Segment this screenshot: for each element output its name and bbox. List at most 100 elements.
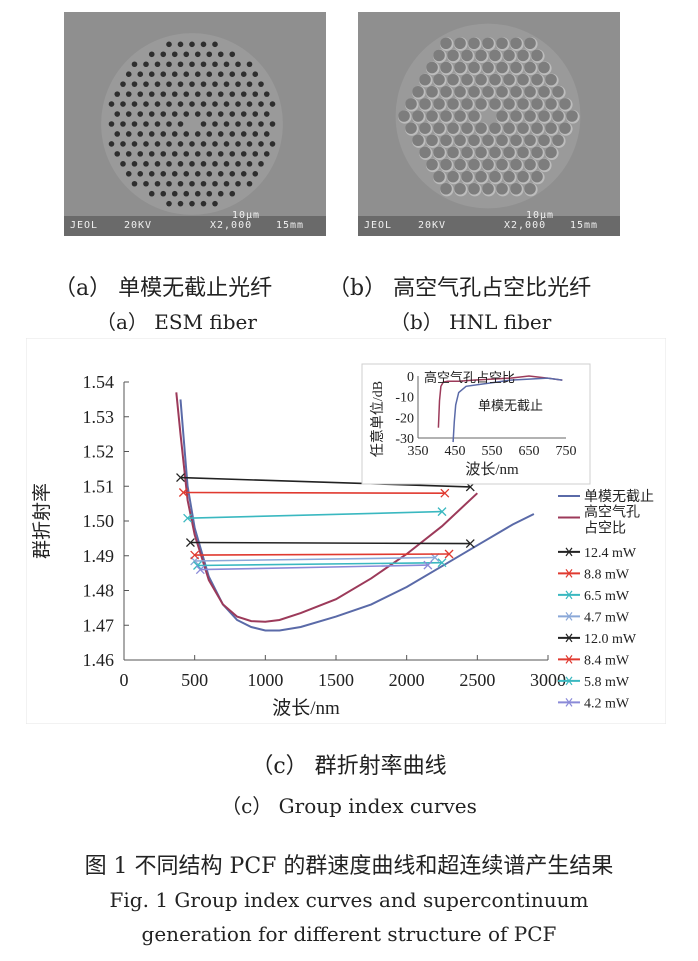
air-hole (223, 61, 230, 68)
sem-mag: X2,000 (210, 220, 253, 231)
series-marker (185, 538, 195, 548)
air-hole (552, 134, 564, 147)
legend-marker (565, 676, 573, 686)
air-hole (447, 98, 459, 110)
air-hole (524, 61, 536, 74)
legend-label: 12.4 mW (584, 546, 637, 561)
figure-title-en-line2: generation for different structure of PC… (141, 922, 557, 946)
air-hole (269, 101, 276, 107)
air-hole (426, 110, 438, 122)
air-hole (552, 110, 564, 122)
air-hole (412, 134, 424, 147)
air-hole (148, 151, 155, 157)
series-line (200, 564, 428, 571)
air-hole (538, 61, 550, 74)
inset-annotation: 高空气孔占空比 (424, 370, 515, 385)
air-hole (517, 146, 529, 159)
air-hole (177, 61, 184, 68)
air-hole (148, 131, 155, 137)
air-hole (545, 122, 557, 134)
inset-x-tick-label: 450 (445, 444, 466, 459)
air-hole (468, 182, 480, 195)
caption-c-cn: （c） 群折射率曲线 (251, 754, 447, 779)
air-hole (120, 121, 126, 127)
air-hole (461, 98, 473, 110)
air-hole (475, 122, 487, 134)
sem-image-hnl: JEOL 20KV 10μm X2,000 15mm (358, 12, 620, 236)
air-hole (468, 37, 480, 50)
air-hole (217, 91, 224, 97)
air-hole (171, 111, 178, 117)
sem-label: JEOL (364, 220, 393, 231)
x-axis-label: 波长/nm (272, 697, 340, 719)
air-hole (447, 122, 459, 134)
air-hole (538, 134, 550, 147)
air-hole (482, 182, 494, 195)
air-hole (503, 170, 515, 183)
air-hole (114, 111, 121, 117)
air-hole (212, 101, 218, 107)
series-marker (176, 473, 185, 483)
air-hole (160, 71, 167, 78)
air-hole (489, 49, 501, 62)
series-marker (193, 561, 202, 570)
air-hole (137, 91, 144, 97)
air-hole (217, 51, 224, 58)
x-tick-label: 2000 (389, 670, 425, 690)
air-hole (125, 131, 132, 137)
air-hole (166, 200, 172, 207)
air-hole (461, 170, 473, 183)
y-axis-label: 群折射率 (31, 483, 53, 559)
air-hole (212, 41, 218, 48)
air-hole (252, 170, 259, 177)
y-tick-label: 1.50 (83, 511, 115, 531)
air-hole (154, 101, 161, 107)
air-hole (524, 182, 536, 195)
y-tick-label: 1.46 (83, 650, 115, 670)
air-hole (189, 101, 195, 107)
inset-x-axis-label: 波长/nm (465, 461, 519, 478)
inset-y-tick-label: 0 (407, 370, 414, 385)
sem-image-esm: JEOL 20KV 10μm X2,000 15mm (64, 12, 326, 236)
air-hole (433, 122, 445, 134)
air-hole (447, 73, 459, 86)
air-hole (468, 134, 480, 147)
air-hole (217, 151, 224, 157)
air-hole (206, 111, 213, 117)
air-hole (468, 110, 480, 122)
series-line (197, 561, 443, 567)
y-tick-label: 1.53 (83, 407, 115, 427)
air-hole (524, 37, 536, 50)
air-hole (454, 110, 466, 122)
air-hole (440, 37, 452, 50)
air-hole (183, 170, 190, 177)
air-hole (440, 182, 452, 195)
air-hole (412, 85, 424, 98)
air-hole (189, 81, 195, 87)
air-hole (235, 180, 241, 187)
air-hole (246, 61, 253, 68)
air-hole (223, 101, 230, 107)
air-hole (120, 161, 126, 167)
air-hole (531, 73, 543, 86)
air-hole (200, 121, 207, 127)
air-hole (183, 111, 190, 117)
series-marker (437, 507, 447, 517)
air-hole (489, 73, 501, 86)
air-hole (189, 161, 195, 167)
air-hole (120, 101, 126, 107)
air-hole (183, 71, 190, 78)
air-hole (246, 161, 253, 167)
air-hole (206, 131, 213, 137)
air-hole (405, 122, 417, 134)
air-hole (137, 170, 144, 177)
air-hole (240, 111, 247, 117)
air-hole (538, 110, 550, 122)
air-hole (223, 180, 230, 187)
air-hole (263, 91, 270, 97)
air-hole (454, 158, 466, 171)
air-hole (246, 180, 253, 187)
air-hole (200, 81, 207, 87)
air-hole (426, 158, 438, 171)
air-hole (240, 151, 247, 157)
